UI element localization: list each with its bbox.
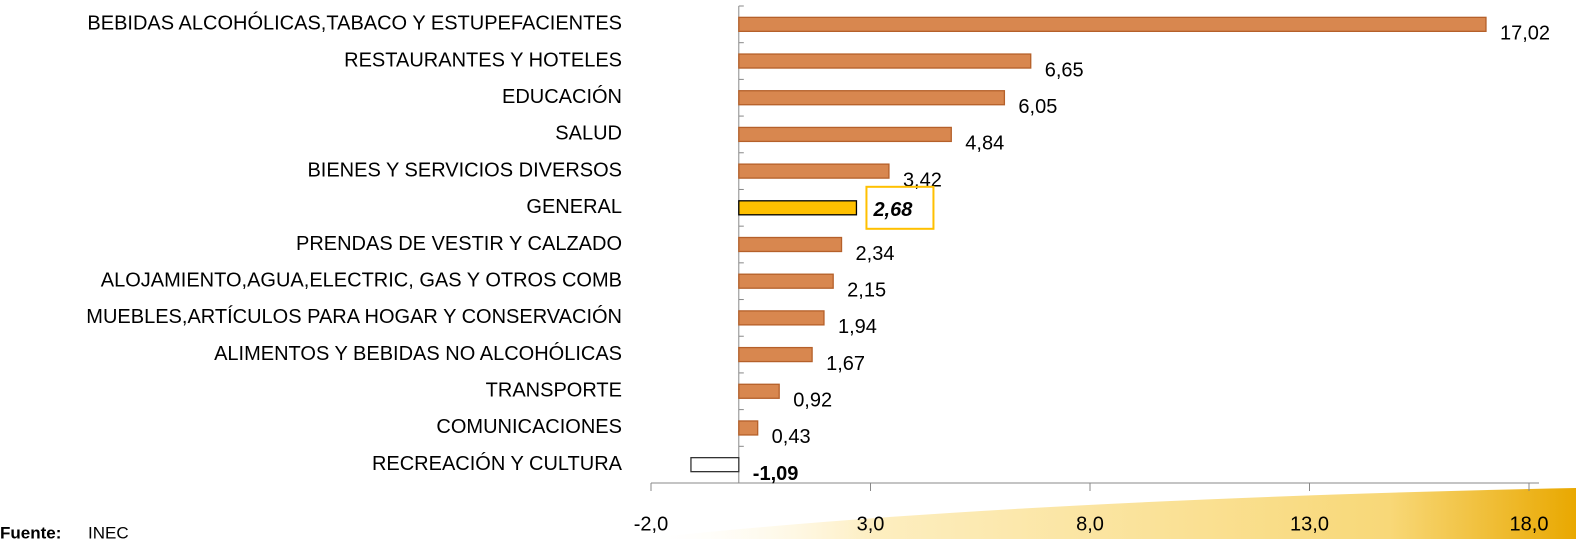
- bar: [738, 53, 1032, 69]
- value-label: 1,94: [838, 316, 877, 338]
- value-label: 0,43: [772, 426, 811, 448]
- value-label: 6,05: [1018, 96, 1057, 118]
- bar: [738, 90, 1006, 106]
- x-tick-label: 13,0: [1290, 513, 1329, 535]
- category-label: MUEBLES,ARTÍCULOS PARA HOGAR Y CONSERVAC…: [86, 305, 622, 328]
- bar: [738, 16, 1487, 32]
- value-label: 6,65: [1045, 59, 1084, 81]
- bar: [690, 457, 740, 473]
- bar: [738, 236, 843, 253]
- value-label: 1,67: [826, 353, 865, 375]
- value-label: 2,68: [872, 199, 913, 221]
- value-label: 3,42: [903, 169, 942, 191]
- category-label: ALOJAMIENTO,AGUA,ELECTRIC, GAS Y OTROS C…: [101, 269, 622, 291]
- category-label: SALUD: [555, 123, 622, 145]
- highlight-box: [865, 185, 935, 230]
- bar: [738, 346, 813, 363]
- category-label: BIENES Y SERVICIOS DIVERSOS: [307, 159, 622, 181]
- bar: [738, 163, 890, 179]
- bar: [738, 420, 759, 436]
- value-label: 4,84: [965, 133, 1004, 155]
- category-label: ALIMENTOS Y BEBIDAS NO ALCOHÓLICAS: [214, 342, 622, 365]
- category-label: PRENDAS DE VESTIR Y CALZADO: [296, 233, 622, 255]
- x-tick-label: 8,0: [1076, 513, 1104, 535]
- bar: [738, 200, 858, 216]
- category-label: EDUCACIÓN: [502, 85, 622, 108]
- bar: [738, 126, 952, 143]
- value-label: 2,15: [847, 279, 886, 301]
- category-label: GENERAL: [526, 196, 622, 218]
- x-tick-label: 18,0: [1510, 513, 1549, 535]
- bar: [738, 273, 834, 289]
- category-label: BEBIDAS ALCOHÓLICAS,TABACO Y ESTUPEFACIE…: [87, 12, 622, 35]
- x-tick-label: -2,0: [634, 513, 668, 535]
- bar: [738, 310, 825, 326]
- category-label: COMUNICACIONES: [436, 416, 622, 438]
- category-label: RESTAURANTES Y HOTELES: [344, 49, 622, 71]
- category-label: TRANSPORTE: [486, 380, 622, 402]
- value-label: 17,02: [1500, 23, 1550, 45]
- source: INEC: [88, 523, 129, 539]
- value-label: 0,92: [793, 390, 832, 412]
- category-label: RECREACIÓN Y CULTURA: [372, 452, 623, 475]
- value-label: -1,09: [753, 463, 799, 485]
- x-tick-label: 3,0: [857, 513, 885, 535]
- background-swoosh: [640, 488, 1576, 539]
- value-label: 2,34: [856, 243, 895, 265]
- bar: [738, 383, 780, 399]
- source-label: Fuente:: [0, 523, 61, 539]
